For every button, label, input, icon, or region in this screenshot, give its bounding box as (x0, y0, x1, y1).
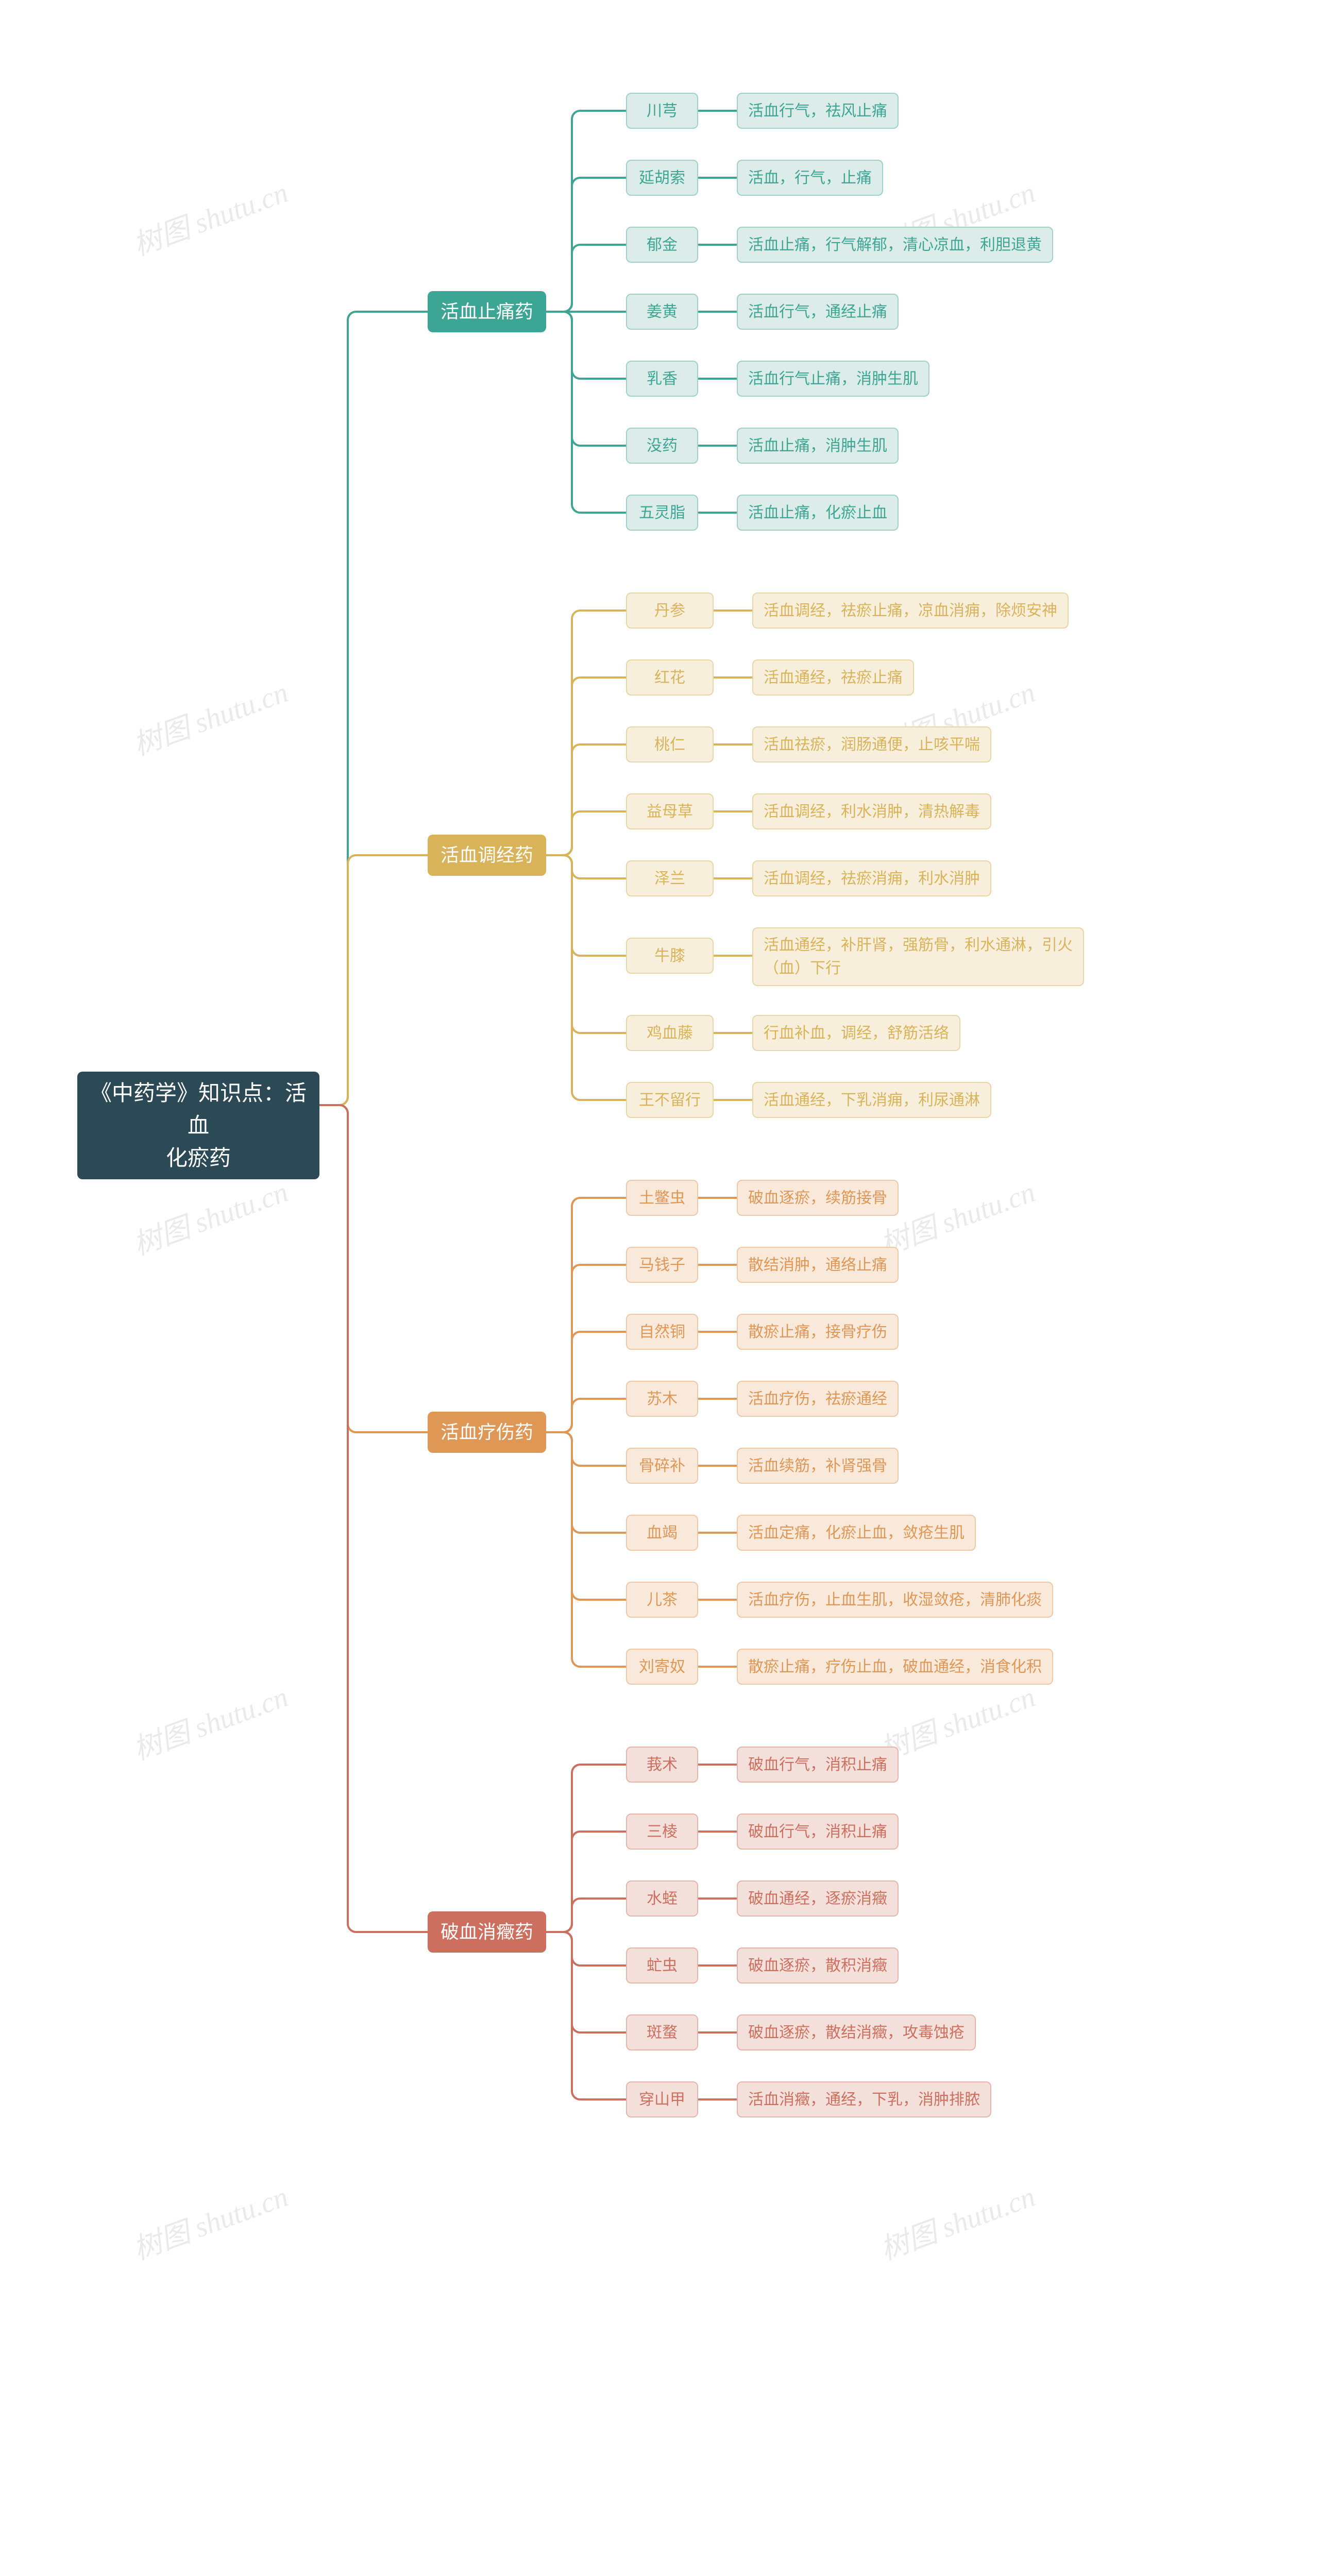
use-node: 活血调经，祛瘀消痈，利水消肿 (752, 860, 991, 896)
root-node: 《中药学》知识点：活血 化瘀药 (77, 1072, 319, 1179)
category-node: 活血疗伤药 (428, 1412, 546, 1453)
herb-node: 泽兰 (626, 860, 714, 896)
use-node: 散瘀止痛，接骨疗伤 (737, 1314, 899, 1350)
use-node: 活血通经，下乳消痈，利尿通淋 (752, 1082, 991, 1118)
use-node: 破血逐瘀，散结消癥，攻毒蚀疮 (737, 2014, 976, 2050)
use-node: 活血止痛，行气解郁，清心凉血，利胆退黄 (737, 227, 1053, 263)
herb-node: 五灵脂 (626, 495, 698, 531)
herb-node: 马钱子 (626, 1247, 698, 1283)
watermark: 树图 shutu.cn (874, 1169, 1040, 1264)
use-node: 活血祛瘀，润肠通便，止咳平喘 (752, 726, 991, 762)
use-node: 活血止痛，消肿生肌 (737, 428, 899, 464)
herb-node: 斑蝥 (626, 2014, 698, 2050)
herb-node: 三棱 (626, 1814, 698, 1850)
herb-node: 益母草 (626, 793, 714, 829)
use-node: 散瘀止痛，疗伤止血，破血通经，消食化积 (737, 1649, 1053, 1685)
herb-node: 虻虫 (626, 1947, 698, 1984)
use-node: 活血行气止痛，消肿生肌 (737, 361, 929, 397)
category-node: 活血止痛药 (428, 291, 546, 332)
watermark: 树图 shutu.cn (127, 669, 293, 764)
herb-node: 穿山甲 (626, 2081, 698, 2117)
use-node: 活血行气，祛风止痛 (737, 93, 899, 129)
herb-node: 自然铜 (626, 1314, 698, 1350)
use-node: 活血调经，祛瘀止痛，凉血消痈，除烦安神 (752, 592, 1069, 629)
herb-node: 王不留行 (626, 1082, 714, 1118)
category-node: 活血调经药 (428, 835, 546, 876)
use-node: 破血通经，逐瘀消癥 (737, 1880, 899, 1917)
herb-node: 刘寄奴 (626, 1649, 698, 1685)
use-node: 活血定痛，化瘀止血，敛疮生肌 (737, 1515, 976, 1551)
herb-node: 牛膝 (626, 938, 714, 974)
mindmap-canvas: 树图 shutu.cn 树图 shutu.cn 树图 shutu.cn 树图 shut… (0, 0, 1319, 2576)
watermark: 树图 shutu.cn (127, 1169, 293, 1264)
herb-node: 姜黄 (626, 294, 698, 330)
herb-node: 水蛭 (626, 1880, 698, 1917)
herb-node: 郁金 (626, 227, 698, 263)
use-node: 活血疗伤，止血生肌，收湿敛疮，清肺化痰 (737, 1582, 1053, 1618)
watermark: 树图 shutu.cn (127, 2174, 293, 2268)
herb-node: 延胡索 (626, 160, 698, 196)
herb-node: 鸡血藤 (626, 1015, 714, 1051)
herb-node: 莪术 (626, 1747, 698, 1783)
use-node: 活血，行气，止痛 (737, 160, 883, 196)
use-node: 活血消癥，通经，下乳，消肿排脓 (737, 2081, 991, 2117)
use-node: 活血疗伤，祛瘀通经 (737, 1381, 899, 1417)
watermark: 树图 shutu.cn (874, 1674, 1040, 1769)
use-node: 活血通经，补肝肾，强筋骨，利水通淋，引火 （血）下行 (752, 927, 1084, 986)
use-node: 破血逐瘀，续筋接骨 (737, 1180, 899, 1216)
use-node: 活血止痛，化瘀止血 (737, 495, 899, 531)
watermark: 树图 shutu.cn (874, 2174, 1040, 2268)
herb-node: 丹参 (626, 592, 714, 629)
herb-node: 骨碎补 (626, 1448, 698, 1484)
watermark: 树图 shutu.cn (127, 1674, 293, 1769)
watermark: 树图 shutu.cn (127, 170, 293, 264)
use-node: 行血补血，调经，舒筋活络 (752, 1015, 960, 1051)
herb-node: 没药 (626, 428, 698, 464)
category-node: 破血消癥药 (428, 1911, 546, 1953)
herb-node: 红花 (626, 659, 714, 696)
herb-node: 血竭 (626, 1515, 698, 1551)
herb-node: 乳香 (626, 361, 698, 397)
herb-node: 儿茶 (626, 1582, 698, 1618)
herb-node: 川芎 (626, 93, 698, 129)
use-node: 破血行气，消积止痛 (737, 1747, 899, 1783)
use-node: 活血调经，利水消肿，清热解毒 (752, 793, 991, 829)
use-node: 散结消肿，通络止痛 (737, 1247, 899, 1283)
use-node: 活血通经，祛瘀止痛 (752, 659, 914, 696)
use-node: 活血行气，通经止痛 (737, 294, 899, 330)
use-node: 破血逐瘀，散积消癥 (737, 1947, 899, 1984)
use-node: 破血行气，消积止痛 (737, 1814, 899, 1850)
herb-node: 桃仁 (626, 726, 714, 762)
herb-node: 土鳖虫 (626, 1180, 698, 1216)
herb-node: 苏木 (626, 1381, 698, 1417)
use-node: 活血续筋，补肾强骨 (737, 1448, 899, 1484)
